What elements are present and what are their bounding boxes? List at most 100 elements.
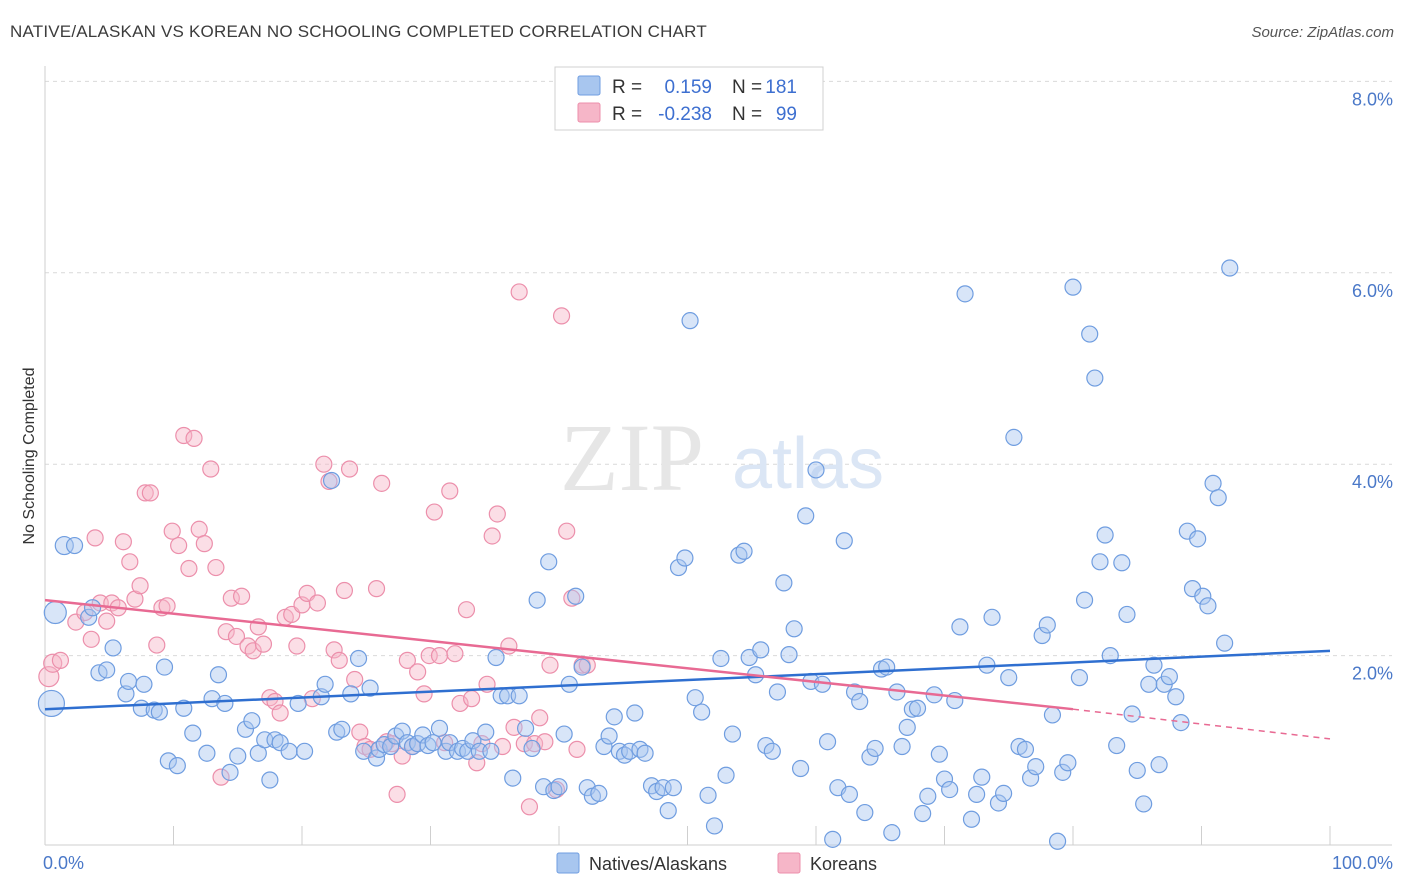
pink-point-29 <box>212 768 230 786</box>
blue-point-172 <box>1064 278 1082 296</box>
pink-point-20 <box>163 522 181 540</box>
legend-r-label-2: R = <box>612 104 642 125</box>
blue-point-35 <box>295 742 314 760</box>
blue-point-63 <box>464 732 482 750</box>
blue-point-16 <box>159 752 177 770</box>
blue-point-188 <box>1150 756 1168 774</box>
blue-point-129 <box>835 532 853 550</box>
blue-point-14 <box>150 703 168 721</box>
blue-point-25 <box>229 747 247 765</box>
pink-point-50 <box>325 641 343 659</box>
blue-point-174 <box>1075 591 1094 609</box>
blue-point-144 <box>914 804 932 823</box>
blue-point-133 <box>856 803 874 822</box>
pink-point-53 <box>340 460 359 478</box>
pink-point-14 <box>131 577 149 595</box>
pink-point-40 <box>271 704 289 722</box>
blue-point-157 <box>983 608 1001 626</box>
pink-point-48 <box>315 455 333 473</box>
legend-swatch-pink <box>577 102 601 123</box>
blue-point-163 <box>1016 740 1035 758</box>
blue-point-2 <box>54 535 74 556</box>
blue-point-115 <box>757 736 775 755</box>
pink-point-64 <box>398 651 416 669</box>
blue-point-134 <box>861 748 879 766</box>
legend-swatch-blue <box>577 75 601 96</box>
blue-point-34 <box>289 694 307 713</box>
blue-point-104 <box>693 703 711 721</box>
gridlines <box>45 80 1392 657</box>
blue-point-148 <box>935 770 954 788</box>
blue-point-86 <box>595 737 613 756</box>
blue-point-39 <box>328 723 346 741</box>
blue-point-142 <box>903 700 921 718</box>
blue-point-37 <box>316 675 334 693</box>
blue-point-23 <box>216 694 234 713</box>
pink-point-51 <box>330 651 348 669</box>
blue-point-87 <box>600 727 618 745</box>
blue-point-56 <box>424 734 442 752</box>
blue-point-151 <box>951 618 969 636</box>
blue-point-111 <box>735 542 753 560</box>
blue-point-26 <box>236 720 255 738</box>
blue-point-161 <box>1005 428 1023 447</box>
blue-point-152 <box>956 285 974 303</box>
blue-point-169 <box>1048 832 1067 850</box>
blue-point-66 <box>482 742 500 760</box>
blue-point-149 <box>941 780 959 799</box>
blue-point-127 <box>824 830 842 848</box>
blue-point-38 <box>322 471 341 490</box>
blue-point-70 <box>504 769 522 787</box>
blue-point-138 <box>883 824 901 842</box>
pink-point-5 <box>82 630 100 648</box>
blue-point-5 <box>83 599 102 617</box>
blue-point-106 <box>705 817 724 835</box>
pink-point-96 <box>568 740 586 758</box>
y-tick-label-0: 2.0% <box>1352 664 1393 684</box>
blue-point-81 <box>567 587 585 605</box>
blue-point-192 <box>1172 713 1190 732</box>
pink-point-24 <box>185 429 203 447</box>
blue-point-85 <box>590 784 608 803</box>
pink-point-80 <box>483 527 501 545</box>
pink-point-72 <box>441 482 459 500</box>
pink-point-12 <box>121 553 139 571</box>
pink-point-47 <box>308 594 327 612</box>
pink-point-17 <box>148 636 166 654</box>
pink-point-58 <box>367 580 386 598</box>
pink-point-2 <box>51 651 70 669</box>
pink-point-83 <box>500 637 518 655</box>
pink-point-8 <box>98 612 116 630</box>
blue-point-177 <box>1091 553 1109 571</box>
blue-point-155 <box>973 768 991 786</box>
legend-n-label-2: N = <box>732 104 762 125</box>
korean-points <box>38 283 596 816</box>
blue-point-94 <box>636 744 654 762</box>
korean-trend-extension <box>1072 708 1331 740</box>
pink-point-70 <box>430 646 449 665</box>
blue-point-44 <box>361 679 379 697</box>
blue-point-126 <box>818 733 837 751</box>
blue-point-185 <box>1135 795 1153 813</box>
pink-point-75 <box>457 601 476 619</box>
blue-point-47 <box>375 736 393 754</box>
blue-point-73 <box>523 739 541 758</box>
blue-point-74 <box>528 591 546 609</box>
blue-point-190 <box>1160 668 1178 686</box>
blue-point-7 <box>98 661 116 679</box>
blue-point-198 <box>1204 474 1222 492</box>
legend-r-label-1: R = <box>612 77 642 98</box>
pink-point-81 <box>488 505 506 523</box>
series-label-natives: Natives/Alaskans <box>589 854 727 874</box>
blue-point-173 <box>1070 669 1089 687</box>
blue-point-141 <box>898 718 916 736</box>
blue-point-137 <box>878 658 896 676</box>
blue-point-158 <box>989 794 1008 812</box>
pink-point-87 <box>520 798 539 816</box>
pink-point-35 <box>244 642 262 660</box>
blue-point-182 <box>1118 605 1136 624</box>
blue-point-178 <box>1096 526 1114 544</box>
blue-point-176 <box>1086 369 1104 387</box>
correlation-legend: R = 0.159 N = 181 R = -0.238 N = 99 <box>554 66 824 131</box>
blue-point-197 <box>1199 597 1217 615</box>
